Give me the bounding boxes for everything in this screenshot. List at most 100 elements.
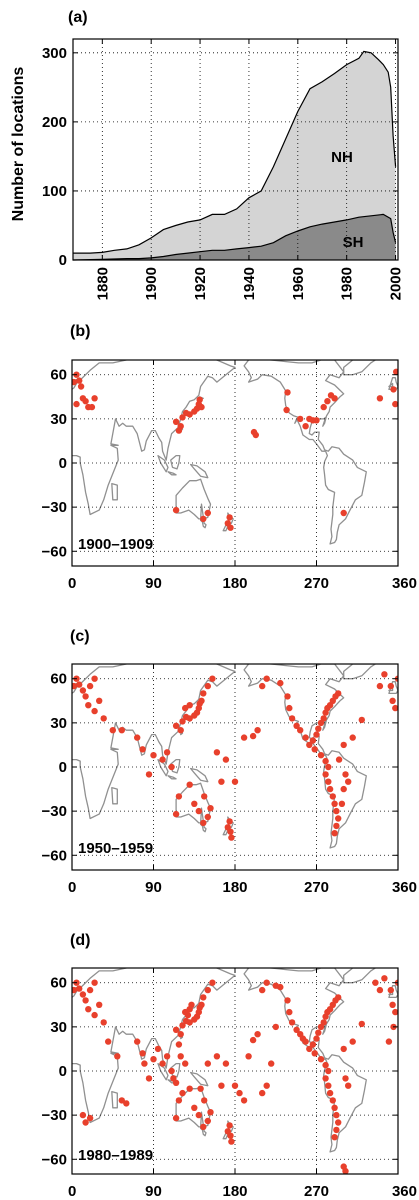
- location-marker: [134, 734, 141, 741]
- coastline: [157, 1062, 169, 1081]
- location-marker: [322, 1075, 329, 1082]
- y-tick-labels: 0 100 200 300: [42, 45, 67, 269]
- location-marker: [306, 741, 313, 749]
- location-marker: [340, 509, 347, 517]
- location-marker: [284, 693, 291, 700]
- location-marker: [186, 411, 193, 418]
- location-marker: [172, 418, 180, 425]
- x-tick-label: 360: [392, 879, 417, 896]
- plot-frame: [72, 38, 399, 261]
- x-tick-label: 1920: [192, 267, 209, 300]
- location-marker: [79, 1111, 87, 1119]
- location-marker: [335, 690, 342, 697]
- x-tick-labels: 0 90 180 270 360: [68, 1183, 417, 1200]
- location-marker: [172, 506, 180, 514]
- location-marker: [195, 807, 202, 815]
- location-marker: [86, 1114, 94, 1122]
- coastline: [343, 360, 377, 376]
- location-marker: [228, 1138, 235, 1145]
- location-marker: [358, 716, 365, 724]
- location-marker: [218, 1082, 225, 1089]
- location-marker: [376, 682, 384, 690]
- location-marker: [85, 1006, 92, 1013]
- location-marker: [227, 524, 234, 531]
- location-marker: [340, 785, 347, 793]
- location-marker: [204, 986, 211, 994]
- location-marker: [309, 737, 317, 744]
- panel-b-map: (b) 1900–1909 0 90 180 270 360 −60 −30 0 30 60: [42, 323, 417, 592]
- location-marker: [288, 715, 296, 722]
- y-tick-label: −60: [42, 1151, 67, 1168]
- panel-label-d: (d): [70, 932, 90, 949]
- location-marker: [325, 763, 332, 771]
- y-tick-label: 200: [42, 114, 67, 131]
- location-marker: [252, 431, 259, 439]
- location-marker: [302, 1038, 309, 1045]
- panel-label-a: (a): [68, 9, 88, 26]
- location-marker: [86, 986, 94, 994]
- location-marker: [333, 1126, 340, 1134]
- panel-c-map: (c) 1950–1959 0 90 180 270 360 −60 −30 0 30 60: [42, 628, 417, 896]
- location-marker: [231, 1082, 239, 1089]
- location-marker: [313, 417, 320, 424]
- coastline: [243, 968, 367, 1153]
- coastlines: [72, 360, 398, 545]
- y-tick-label: 0: [59, 1063, 67, 1080]
- location-marker: [254, 727, 261, 734]
- y-tick-label: 0: [59, 759, 67, 776]
- location-marker: [222, 1060, 230, 1067]
- location-marker: [195, 1111, 202, 1119]
- location-marker: [240, 1097, 248, 1104]
- y-tick-label: 300: [42, 45, 67, 62]
- location-marker: [163, 1053, 171, 1060]
- area-fill-nh: [73, 51, 396, 261]
- location-marker: [381, 975, 388, 982]
- location-marker: [333, 807, 340, 815]
- location-marker: [175, 1097, 183, 1104]
- x-tick-label: 1940: [241, 267, 258, 300]
- location-markers: [72, 368, 398, 531]
- coastline: [111, 482, 118, 501]
- location-marker: [335, 756, 343, 763]
- location-marker: [204, 813, 211, 821]
- location-marker: [326, 1089, 334, 1097]
- location-marker: [186, 702, 193, 709]
- coastline: [111, 1090, 118, 1109]
- location-marker: [154, 1045, 162, 1053]
- location-marker: [207, 1109, 214, 1116]
- location-marker: [96, 697, 103, 704]
- gridlines: [73, 39, 398, 261]
- location-marker: [186, 1019, 193, 1026]
- gridlines: [72, 968, 398, 1174]
- x-tick-label: 0: [68, 879, 76, 896]
- location-marker: [198, 403, 205, 411]
- location-marker: [175, 793, 183, 800]
- location-marker: [200, 690, 207, 697]
- map-body: [72, 664, 398, 870]
- location-marker: [320, 1019, 327, 1026]
- panel-label-c: (c): [70, 628, 90, 645]
- x-tick-label: 90: [145, 879, 162, 896]
- panel-a-area-chart: 1880 1900 1920 1940 1960 1980 2000 0100200300 …: [10, 9, 405, 300]
- location-marker: [293, 722, 300, 729]
- location-marker: [207, 805, 214, 812]
- location-marker: [284, 997, 291, 1004]
- y-tick-label: −60: [42, 543, 67, 560]
- location-marker: [392, 704, 398, 712]
- location-marker: [168, 763, 175, 771]
- location-marker: [345, 778, 352, 785]
- location-marker: [76, 681, 83, 688]
- location-marker: [201, 793, 208, 800]
- location-marker: [145, 771, 153, 778]
- location-marker: [79, 687, 87, 694]
- location-marker: [297, 727, 304, 734]
- location-marker: [259, 986, 266, 994]
- series-label-nh: NH: [331, 149, 353, 166]
- location-marker: [100, 1019, 107, 1026]
- location-marker: [236, 1089, 243, 1097]
- coastline: [189, 767, 209, 783]
- location-marker: [179, 718, 186, 725]
- location-marker: [145, 1075, 153, 1082]
- location-marker: [286, 1008, 293, 1016]
